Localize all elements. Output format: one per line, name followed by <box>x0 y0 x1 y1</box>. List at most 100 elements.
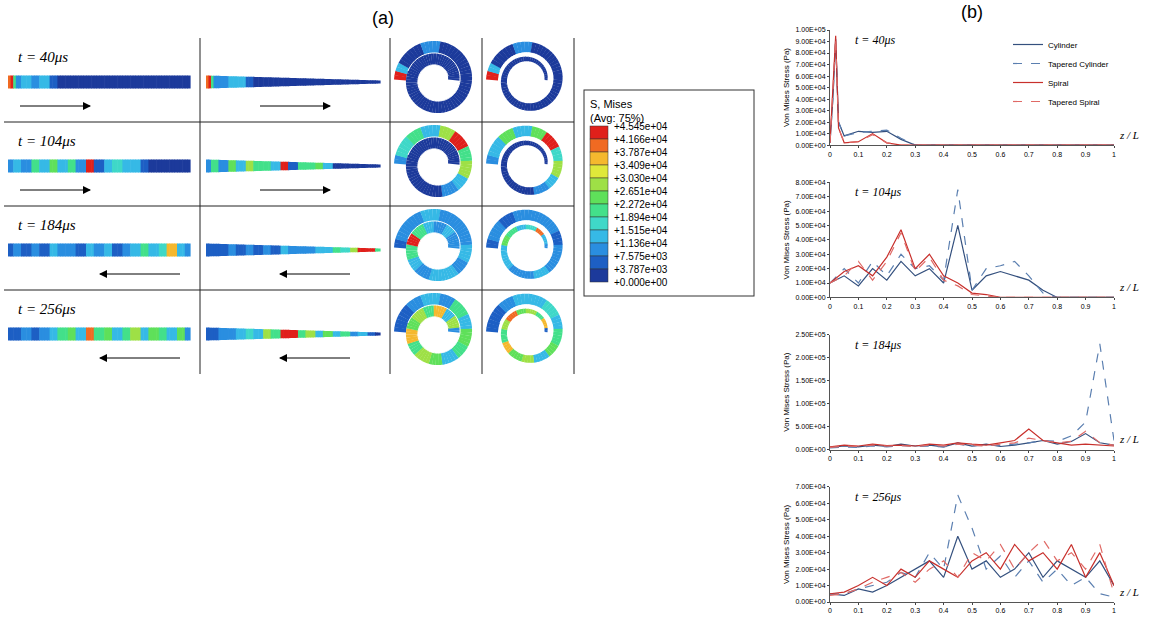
svg-text:1: 1 <box>1112 151 1116 158</box>
svg-text:6.00E+04: 6.00E+04 <box>795 73 825 80</box>
svg-text:Spiral: Spiral <box>1048 79 1069 88</box>
svg-text:1: 1 <box>1112 303 1116 310</box>
svg-text:0.3: 0.3 <box>910 151 920 158</box>
svg-text:1.00E+05: 1.00E+05 <box>795 400 825 407</box>
svg-text:+0.000e+00: +0.000e+00 <box>614 277 668 288</box>
svg-text:2.00E+05: 2.00E+05 <box>795 354 825 361</box>
svg-text:1.00E+04: 1.00E+04 <box>795 279 825 286</box>
svg-text:+4.166e+04: +4.166e+04 <box>614 134 668 145</box>
svg-text:+1.515e+04: +1.515e+04 <box>614 225 668 236</box>
svg-text:1.50E+05: 1.50E+05 <box>795 377 825 384</box>
svg-text:Von Mises Stress (Pa): Von Mises Stress (Pa) <box>782 505 791 584</box>
svg-text:0.9: 0.9 <box>1081 303 1091 310</box>
svg-text:0.7: 0.7 <box>1024 151 1034 158</box>
svg-text:0.1: 0.1 <box>854 151 864 158</box>
svg-text:Von Mises Stress (Pa): Von Mises Stress (Pa) <box>782 48 791 127</box>
svg-text:0.7: 0.7 <box>1024 607 1034 614</box>
svg-text:1.00E+04: 1.00E+04 <box>795 130 825 137</box>
svg-text:Tapered Cylinder: Tapered Cylinder <box>1048 60 1109 69</box>
svg-text:+3.787e+04: +3.787e+04 <box>614 147 668 158</box>
svg-text:2.00E+04: 2.00E+04 <box>795 265 825 272</box>
svg-text:0.9: 0.9 <box>1081 151 1091 158</box>
svg-text:+3.409e+04: +3.409e+04 <box>614 160 668 171</box>
svg-text:0.00E+00: 0.00E+00 <box>795 446 825 453</box>
svg-text:0.1: 0.1 <box>854 607 864 614</box>
svg-text:0.9: 0.9 <box>1081 607 1091 614</box>
svg-text:t = 184μs: t = 184μs <box>855 338 901 352</box>
svg-text:0.2: 0.2 <box>882 607 892 614</box>
svg-text:0.5: 0.5 <box>967 303 977 310</box>
svg-text:1.00E+04: 1.00E+04 <box>795 582 825 589</box>
svg-text:0.7: 0.7 <box>1024 303 1034 310</box>
svg-text:+4.545e+04: +4.545e+04 <box>614 121 668 132</box>
svg-text:+2.651e+04: +2.651e+04 <box>614 186 668 197</box>
svg-text:0.2: 0.2 <box>882 151 892 158</box>
svg-text:7.00E+04: 7.00E+04 <box>795 483 825 490</box>
svg-text:4.00E+04: 4.00E+04 <box>795 96 825 103</box>
svg-text:z / L: z / L <box>1119 281 1139 293</box>
svg-text:z / L: z / L <box>1119 129 1139 141</box>
svg-text:1.00E+05: 1.00E+05 <box>795 26 825 33</box>
svg-text:0: 0 <box>828 455 832 462</box>
svg-text:t = 184μs: t = 184μs <box>18 217 76 233</box>
svg-text:0.5: 0.5 <box>967 151 977 158</box>
svg-text:0.6: 0.6 <box>996 303 1006 310</box>
svg-text:Von Mises Stress (Pa): Von Mises Stress (Pa) <box>782 352 791 431</box>
svg-text:7.00E+04: 7.00E+04 <box>795 193 825 200</box>
svg-text:7.00E+04: 7.00E+04 <box>795 61 825 68</box>
svg-text:0.2: 0.2 <box>882 455 892 462</box>
svg-text:z / L: z / L <box>1119 433 1139 445</box>
svg-text:0.1: 0.1 <box>854 303 864 310</box>
svg-text:0.8: 0.8 <box>1052 303 1062 310</box>
svg-text:0.8: 0.8 <box>1052 455 1062 462</box>
svg-text:t = 40μs: t = 40μs <box>18 49 68 65</box>
svg-text:3.00E+04: 3.00E+04 <box>795 549 825 556</box>
svg-text:+1.894e+04: +1.894e+04 <box>614 212 668 223</box>
svg-text:6.00E+04: 6.00E+04 <box>795 500 825 507</box>
svg-text:(a): (a) <box>372 8 394 28</box>
svg-text:1: 1 <box>1112 455 1116 462</box>
svg-text:0.6: 0.6 <box>996 455 1006 462</box>
svg-text:(b): (b) <box>961 2 983 22</box>
svg-text:t = 40μs: t = 40μs <box>855 33 895 47</box>
svg-text:0.00E+00: 0.00E+00 <box>795 294 825 301</box>
svg-text:6.00E+04: 6.00E+04 <box>795 208 825 215</box>
svg-text:2.00E+04: 2.00E+04 <box>795 566 825 573</box>
svg-text:0.4: 0.4 <box>939 303 949 310</box>
svg-text:0.00E+00: 0.00E+00 <box>795 142 825 149</box>
svg-text:0.4: 0.4 <box>939 455 949 462</box>
svg-text:3.00E+04: 3.00E+04 <box>795 251 825 258</box>
svg-text:0.2: 0.2 <box>882 303 892 310</box>
svg-text:z / L: z / L <box>1119 586 1139 598</box>
svg-text:0: 0 <box>828 607 832 614</box>
svg-text:5.00E+04: 5.00E+04 <box>795 222 825 229</box>
svg-text:t = 256μs: t = 256μs <box>855 490 901 504</box>
svg-text:1: 1 <box>1112 607 1116 614</box>
svg-text:4.00E+04: 4.00E+04 <box>795 236 825 243</box>
svg-text:+3.030e+04: +3.030e+04 <box>614 173 668 184</box>
svg-text:S, Mises: S, Mises <box>590 98 633 110</box>
svg-text:8.00E+04: 8.00E+04 <box>795 179 825 186</box>
svg-text:0.4: 0.4 <box>939 151 949 158</box>
svg-text:0.6: 0.6 <box>996 607 1006 614</box>
svg-text:5.00E+04: 5.00E+04 <box>795 84 825 91</box>
svg-text:5.00E+04: 5.00E+04 <box>795 516 825 523</box>
svg-text:t = 104μs: t = 104μs <box>18 133 76 149</box>
svg-text:t = 104μs: t = 104μs <box>855 185 901 199</box>
svg-text:0.4: 0.4 <box>939 607 949 614</box>
svg-text:+1.136e+04: +1.136e+04 <box>614 238 668 249</box>
svg-text:0.3: 0.3 <box>910 303 920 310</box>
svg-text:0.9: 0.9 <box>1081 455 1091 462</box>
svg-text:0.5: 0.5 <box>967 455 977 462</box>
svg-text:0.8: 0.8 <box>1052 151 1062 158</box>
svg-text:+7.575e+03: +7.575e+03 <box>614 251 668 262</box>
svg-text:0: 0 <box>828 151 832 158</box>
svg-text:Tapered Spiral: Tapered Spiral <box>1048 98 1100 107</box>
svg-text:8.00E+04: 8.00E+04 <box>795 49 825 56</box>
svg-text:0.00E+00: 0.00E+00 <box>795 598 825 605</box>
svg-text:2.00E+04: 2.00E+04 <box>795 119 825 126</box>
svg-text:+2.272e+04: +2.272e+04 <box>614 199 668 210</box>
svg-text:4.00E+04: 4.00E+04 <box>795 533 825 540</box>
svg-text:0.8: 0.8 <box>1052 607 1062 614</box>
svg-text:3.00E+04: 3.00E+04 <box>795 107 825 114</box>
